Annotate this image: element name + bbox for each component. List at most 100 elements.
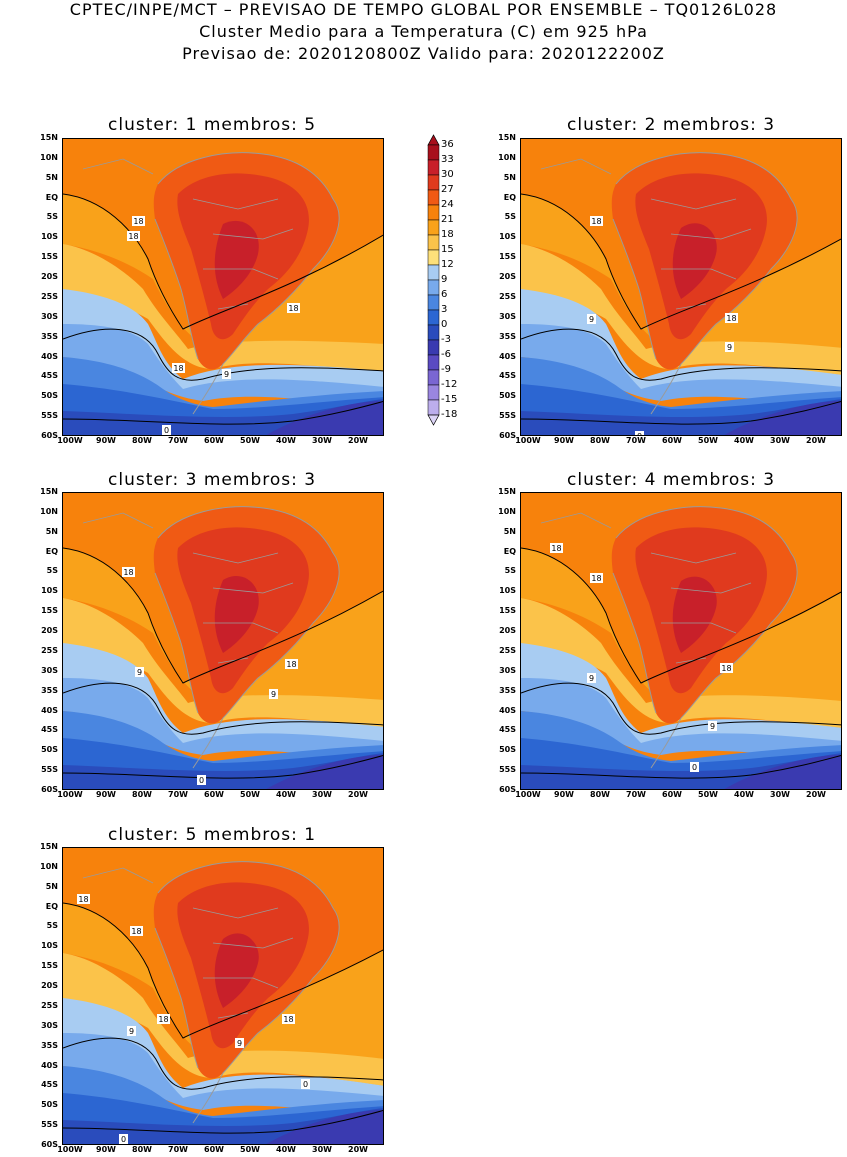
latitude-label: EQ [503,546,516,556]
latitude-label: 10S [499,586,516,596]
colorbar-segment [427,384,440,401]
contour-label: 9 [269,689,278,699]
field-band-9 [63,678,383,761]
contour-label: 18 [282,1014,295,1024]
contour-label: 0 [635,431,644,435]
contour-18 [63,193,383,330]
latitude-label: 60S [41,785,58,794]
contour-label: 18 [725,313,738,323]
contour-0 [521,401,841,425]
colorbar-label: -18 [441,409,458,420]
latitude-label: 40S [41,1060,58,1070]
colorbar-segment [427,249,440,266]
internal-borders [82,867,294,1019]
field-band-9 [63,324,383,407]
header-line-1: CPTEC/INPE/MCT – PREVISAO DE TEMPO GLOBA… [69,0,778,19]
longitude-label: 70W [626,436,646,445]
svg-text:0: 0 [692,763,697,772]
latitude-label: 25S [41,1000,58,1010]
svg-text:9: 9 [589,315,594,324]
contour-label: 0 [119,1134,128,1144]
colorbar-segment [427,264,440,281]
svg-text:9: 9 [589,674,594,683]
latitude-label: 45S [499,725,516,735]
latitude-label: 25S [41,645,58,655]
latitude-label: 10N [40,506,58,516]
continent-hottest [214,576,259,653]
colorbar-segment [427,309,440,326]
latitude-label: 25S [499,645,516,655]
internal-borders [82,158,294,310]
contour-0 [63,755,383,779]
colorbar-label: 12 [441,259,454,270]
longitude-label: 60W [204,1145,224,1154]
latitude-label: EQ [503,192,516,202]
header-line-2: Cluster Medio para a Temperatura (C) em … [199,22,648,41]
internal-borders [540,158,752,310]
contour-18 [521,547,841,684]
latitude-label: 5S [504,566,516,576]
contour-18 [63,547,383,684]
contour-label: 18 [287,303,300,313]
longitude-label: 100W [57,790,83,799]
latitude-label: 60S [41,1140,58,1149]
colorbar-top-arrow [427,134,440,146]
colorbar-label: 21 [441,214,454,225]
field-band-21 [63,548,383,703]
svg-text:0: 0 [121,1135,126,1144]
svg-text:18: 18 [173,364,183,373]
contour-label: 9 [235,1038,244,1048]
longitude-label: 80W [132,1145,152,1154]
field-band-m3 [724,401,841,435]
panel-title: cluster: 3 membros: 3 [108,470,317,490]
svg-text:9: 9 [224,370,229,379]
contour-0 [63,1110,383,1134]
latitude-label: 45S [41,371,58,381]
latitude-label: 30S [499,311,516,321]
country-borders [612,506,798,769]
contour-label: 9 [222,369,231,379]
colorbar-segment [427,294,440,311]
longitude-label: 60W [204,790,224,799]
continent-hottest [672,576,717,653]
svg-text:18: 18 [726,314,736,323]
longitude-label: 50W [698,790,718,799]
longitude-label: 100W [57,1145,83,1154]
svg-text:9: 9 [137,668,142,677]
longitude-label: 20W [348,1145,368,1154]
contour-9 [63,328,383,381]
latitude-label: 20S [499,626,516,636]
contour-label: 18 [285,659,298,669]
field-band-9 [63,1033,383,1116]
longitude-label: 50W [240,790,260,799]
colorbar-segment [427,234,440,251]
svg-text:0: 0 [199,776,204,785]
svg-text:18: 18 [286,660,296,669]
contour-label: 18 [127,231,140,241]
svg-text:9: 9 [710,722,715,731]
latitude-label: 60S [499,785,516,794]
contour-label: 18 [590,216,603,226]
panel-title: cluster: 4 membros: 3 [567,470,776,490]
longitude-label: 40W [276,436,296,445]
svg-text:18: 18 [131,927,141,936]
longitude-label: 20W [348,436,368,445]
latitude-label: 10S [41,941,58,951]
latitude-label: 5S [504,212,516,222]
colorbar-label: 33 [441,154,454,165]
contour-18 [63,902,383,1039]
contour-label: 18 [720,663,733,673]
longitude-label: 70W [168,790,188,799]
latitude-label: 45S [499,371,516,381]
contour-label: 18 [550,543,563,553]
longitude-label: 40W [734,436,754,445]
colorbar-label: 36 [441,139,454,150]
longitude-label: 70W [626,790,646,799]
panel-title: cluster: 1 membros: 5 [108,115,317,135]
svg-text:18: 18 [133,217,143,226]
longitude-label: 100W [57,436,83,445]
latitude-label: 55S [499,411,516,421]
colorbar-segment [427,189,440,206]
contour-label: 18 [122,567,135,577]
longitude-label: 80W [590,436,610,445]
